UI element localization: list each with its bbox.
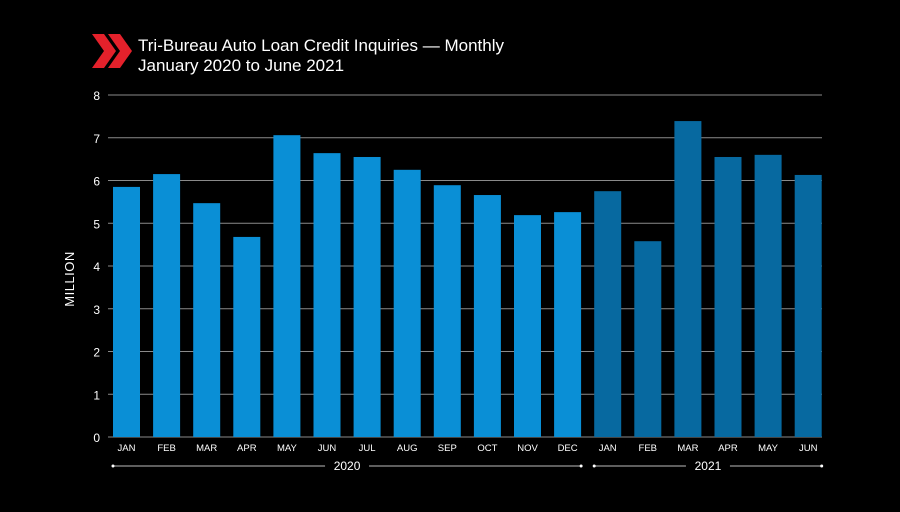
y-tick-label: 8 <box>93 89 100 103</box>
y-tick-label: 5 <box>93 217 100 231</box>
bar-2020-sep <box>433 185 461 437</box>
x-tick-label: MAY <box>758 443 779 454</box>
x-tick-label: MAY <box>277 443 298 454</box>
x-tick-label: JUL <box>359 443 376 454</box>
x-tick-label: FEB <box>639 443 657 454</box>
y-tick-label: 7 <box>93 132 100 146</box>
y-axis-label: MILLION <box>62 251 77 307</box>
group-label-2020: 2020 <box>334 459 361 473</box>
group-bracket-end <box>592 464 596 468</box>
y-tick-label: 3 <box>93 303 100 317</box>
bar-2021-apr <box>714 156 742 438</box>
x-tick-label: APR <box>718 443 738 454</box>
bar-2020-feb <box>153 174 181 437</box>
x-tick-label: NOV <box>517 443 538 454</box>
group-label-2021: 2021 <box>695 459 722 473</box>
chart-subtitle: January 2020 to June 2021 <box>138 56 344 75</box>
y-tick-label: 1 <box>93 388 100 402</box>
x-tick-label: JUN <box>799 443 818 454</box>
bar-2020-jun <box>313 153 341 437</box>
x-tick-label: JAN <box>118 443 136 454</box>
bar-2020-apr <box>233 236 261 437</box>
x-tick-label: OCT <box>477 443 497 454</box>
bar-2020-may <box>273 135 301 437</box>
bar-2020-dec <box>554 212 582 437</box>
x-tick-label: MAR <box>677 443 698 454</box>
bar-2021-mar <box>674 121 702 437</box>
bar-2021-jan <box>594 191 622 437</box>
group-bracket-end <box>579 464 583 468</box>
x-tick-label: JAN <box>599 443 617 454</box>
y-tick-label: 0 <box>93 431 100 445</box>
x-tick-label: JUN <box>318 443 337 454</box>
group-bracket-end <box>820 464 824 468</box>
x-tick-label: MAR <box>196 443 217 454</box>
bar-2020-aug <box>393 169 421 437</box>
x-tick-label: DEC <box>558 443 578 454</box>
bar-2020-oct <box>473 195 501 437</box>
y-tick-label: 4 <box>93 260 100 274</box>
logo-double-chevron-icon <box>92 34 132 68</box>
x-tick-label: FEB <box>157 443 175 454</box>
x-tick-label: SEP <box>438 443 457 454</box>
y-tick-label: 2 <box>93 346 100 360</box>
bar-2020-jul <box>353 156 381 438</box>
chart-title: Tri-Bureau Auto Loan Credit Inquiries — … <box>138 36 504 55</box>
bar-2020-mar <box>193 203 221 437</box>
bar-2021-feb <box>634 241 662 437</box>
x-tick-label: AUG <box>397 443 418 454</box>
bar-2021-jun <box>794 174 822 437</box>
bar-2020-jan <box>113 186 140 437</box>
bar-2021-may <box>754 154 782 437</box>
group-bracket-end <box>111 464 115 468</box>
bar-2020-nov <box>514 215 541 437</box>
x-tick-label: APR <box>237 443 257 454</box>
y-tick-label: 6 <box>93 175 100 189</box>
